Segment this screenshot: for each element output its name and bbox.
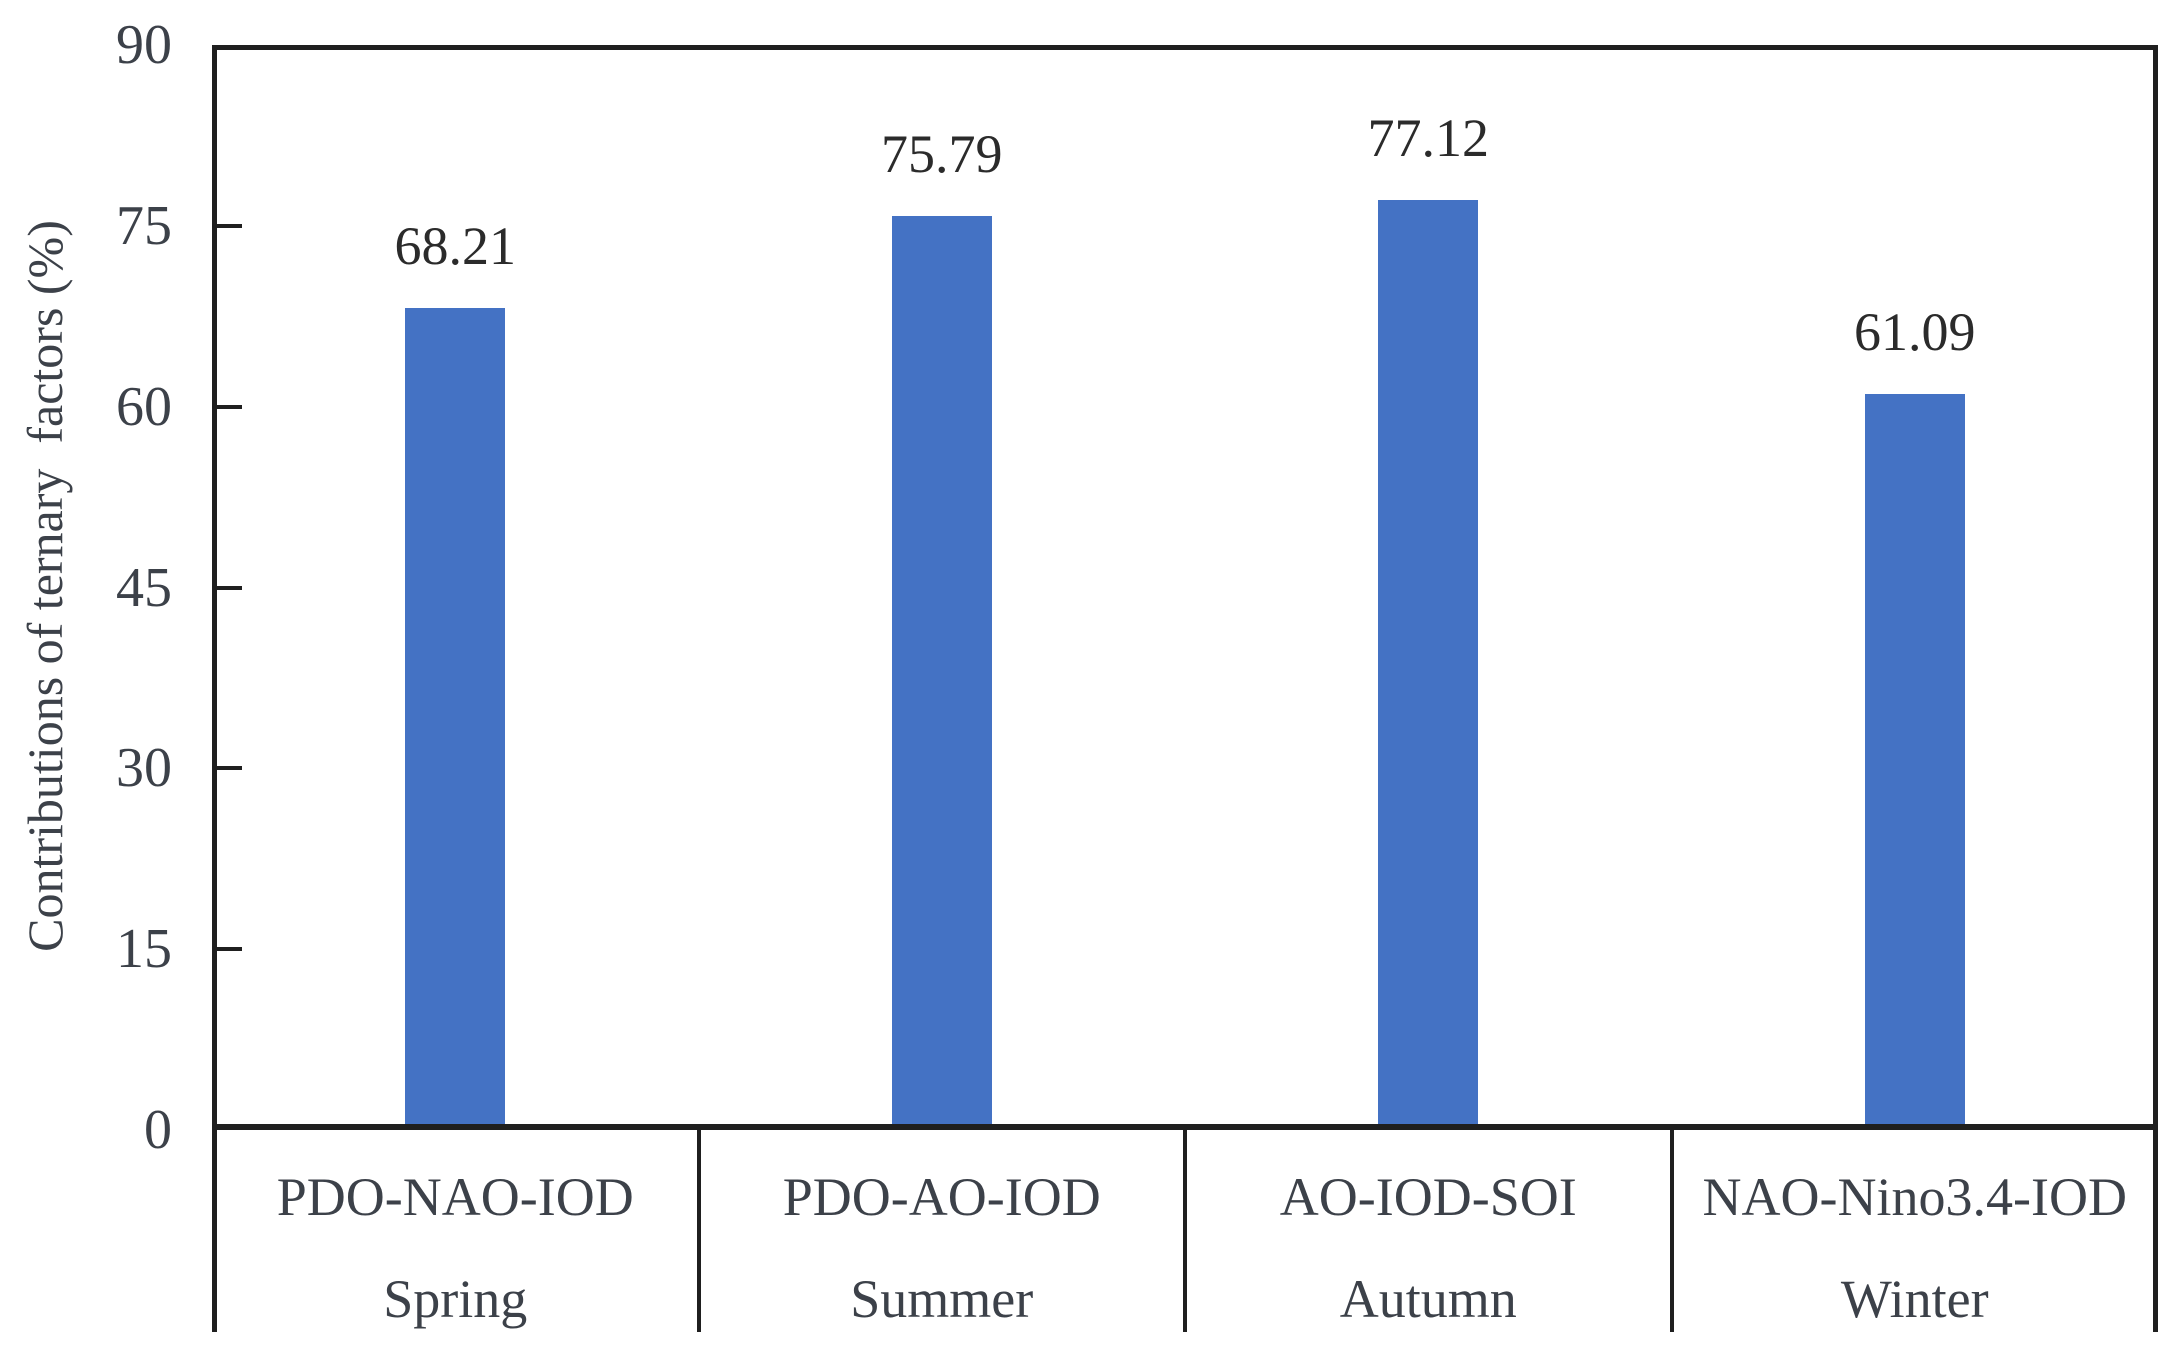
- season-label: Autumn: [1339, 1269, 1517, 1329]
- y-tick-label: 0: [144, 1099, 172, 1161]
- y-tick-mark: [216, 766, 242, 771]
- bar-value-label: 61.09: [1854, 301, 1976, 362]
- category-divider: [1183, 1130, 1187, 1332]
- category-divider: [212, 1130, 217, 1332]
- season-label: Summer: [850, 1269, 1034, 1329]
- bar-spring: [405, 307, 506, 1130]
- category-label: PDO-AO-IOD: [782, 1167, 1101, 1227]
- bar-value-label: 68.21: [394, 215, 517, 276]
- bar-summer: [891, 216, 992, 1130]
- y-tick-label: 15: [116, 918, 172, 981]
- category-divider: [1669, 1130, 1674, 1332]
- y-tick-mark: [216, 585, 242, 590]
- category-label: AO-IOD-SOI: [1279, 1167, 1577, 1227]
- category-label: NAO-Nino3.4-IOD: [1702, 1167, 2127, 1227]
- y-tick-label: 45: [116, 556, 172, 619]
- y-tick-mark: [216, 947, 242, 952]
- y-tick-label: 75: [116, 194, 172, 257]
- bar-value-label: 75.79: [881, 124, 1003, 185]
- category-label: PDO-NAO-IOD: [276, 1167, 634, 1227]
- season-label: Spring: [383, 1269, 528, 1329]
- y-tick-mark: [216, 223, 242, 228]
- season-label: Winter: [1840, 1269, 1989, 1329]
- y-tick-label: 60: [116, 375, 172, 438]
- y-tick-label: 90: [116, 14, 172, 76]
- category-divider: [696, 1130, 701, 1332]
- y-tick-mark: [216, 404, 242, 409]
- bar-autumn: [1378, 200, 1479, 1130]
- bar-winter: [1864, 393, 1965, 1130]
- bar-value-label: 77.12: [1367, 108, 1490, 169]
- category-divider: [2153, 1130, 2158, 1332]
- y-tick-label: 30: [116, 737, 172, 800]
